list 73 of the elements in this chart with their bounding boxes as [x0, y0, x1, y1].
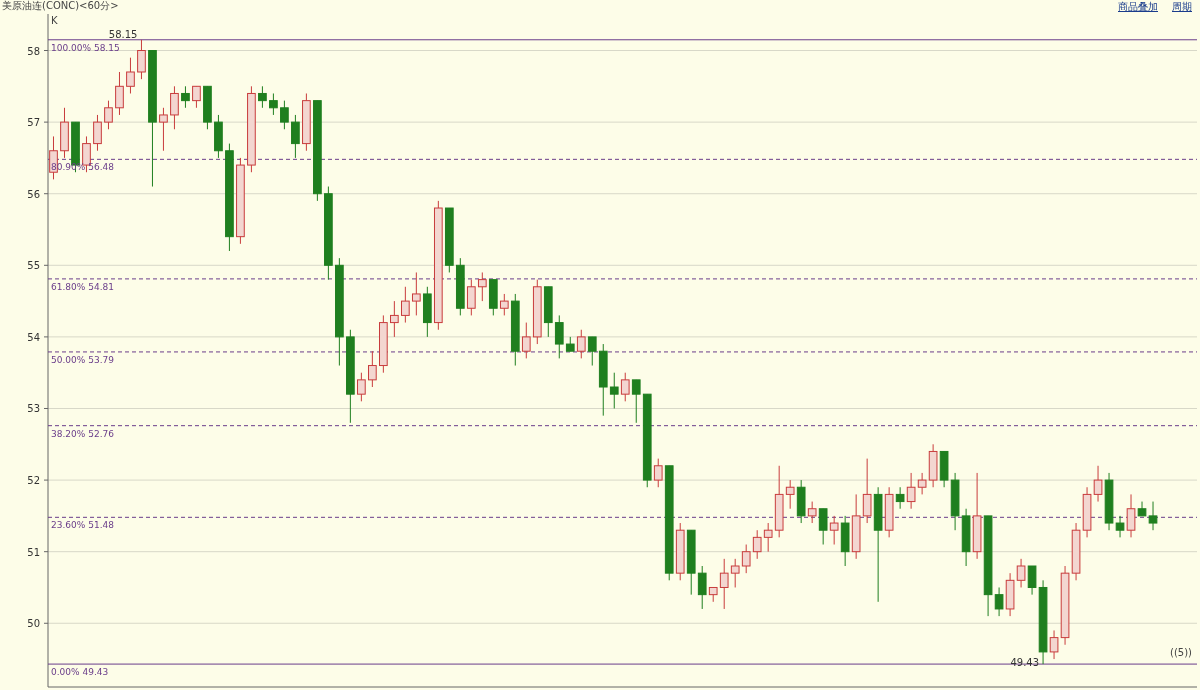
candlestick — [170, 85, 179, 130]
candlestick — [181, 85, 190, 109]
candlestick — [730, 558, 740, 588]
candlestick — [499, 293, 509, 316]
ref-line-label: 50.00% 53.79 — [51, 354, 115, 365]
candlestick — [895, 486, 905, 510]
y-tick-label: 50 — [27, 618, 40, 630]
y-tick-label: 52 — [27, 475, 40, 487]
candlestick — [620, 372, 630, 402]
candlestick — [159, 107, 168, 152]
candlestick — [368, 350, 377, 388]
candlestick — [93, 114, 102, 152]
candlestick — [763, 522, 773, 553]
candlestick — [862, 458, 872, 524]
ref-line-label: 100.00% 58.15 — [51, 42, 120, 53]
ref-line-label: 0.00% 49.43 — [51, 667, 109, 678]
candlestick — [115, 71, 124, 116]
y-tick-label: 57 — [27, 117, 40, 129]
candlestick — [137, 39, 146, 80]
candlestick — [917, 472, 927, 495]
text: 周期 — [1172, 1, 1192, 12]
candlestick — [521, 322, 531, 359]
y-tick-label: 54 — [27, 331, 40, 343]
candlestick — [466, 279, 476, 316]
candlestick — [192, 85, 201, 109]
text: ((5)) — [1170, 647, 1193, 658]
candlestick — [104, 100, 113, 130]
candlestick — [807, 501, 817, 524]
candlestick — [411, 271, 421, 316]
y-tick-label: 58 — [27, 45, 40, 57]
y-tick-label: 55 — [27, 260, 40, 272]
candlestick — [587, 336, 597, 367]
candlestick — [576, 329, 586, 359]
candlestick — [1016, 558, 1026, 588]
candlestick — [1049, 629, 1059, 660]
annotation: 58.15 — [108, 28, 138, 40]
y-tick-label: 56 — [27, 188, 40, 200]
candlestick — [269, 92, 278, 116]
ref-line-label: 61.80% 54.81 — [51, 281, 114, 292]
candlestick — [752, 529, 762, 560]
candlestick — [653, 458, 663, 488]
candlestick — [719, 558, 729, 610]
candlestick — [818, 508, 828, 546]
candlestick — [697, 565, 707, 610]
candlestick — [1115, 515, 1125, 538]
candlestick — [1093, 465, 1103, 503]
candlestick — [994, 586, 1004, 617]
y-tick-label: 53 — [27, 403, 40, 415]
candlestick — [126, 57, 135, 94]
candlestick — [280, 100, 289, 130]
ref-line-label: 38.20% 52.76 — [51, 428, 115, 439]
annotation: K — [51, 15, 58, 26]
candlestick — [357, 372, 366, 402]
candlestick — [631, 379, 641, 424]
candlestick — [390, 300, 399, 338]
candlestick — [609, 372, 619, 409]
candlestick — [906, 472, 916, 510]
candlestick — [741, 544, 751, 574]
annotation: 49.43 — [1010, 657, 1040, 669]
candlestick — [477, 271, 487, 302]
candlestick — [1027, 565, 1037, 596]
y-tick-label: 51 — [27, 546, 40, 558]
candlestick — [1126, 493, 1136, 538]
chart-title: 美原油连(CONC)<60分> — [2, 0, 119, 11]
candlestick — [291, 114, 300, 159]
candlestick — [829, 515, 839, 546]
text: 商品叠加 — [1118, 1, 1158, 12]
candlestick — [1148, 501, 1158, 531]
candlestick — [785, 479, 795, 510]
candlestick — [258, 85, 267, 109]
ref-line-label: 23.60% 51.48 — [51, 520, 115, 531]
candlestick — [401, 286, 410, 324]
candlestick — [554, 314, 564, 359]
